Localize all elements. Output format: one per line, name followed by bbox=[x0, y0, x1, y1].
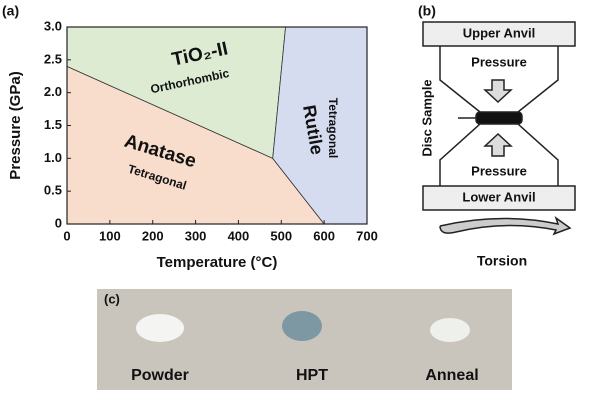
y-tick-label: 0.5 bbox=[44, 183, 62, 198]
x-tick-label: 100 bbox=[99, 228, 121, 243]
y-tick-label: 1.0 bbox=[44, 150, 62, 165]
y-tick-label: 1.5 bbox=[44, 117, 62, 132]
torsion-label: Torsion bbox=[477, 253, 527, 269]
photo-label: Anneal bbox=[425, 367, 478, 384]
powder-pile bbox=[136, 314, 184, 342]
torsion-arrow bbox=[439, 216, 572, 236]
y-tick-label: 2.5 bbox=[44, 51, 62, 66]
arrow-up bbox=[483, 132, 513, 157]
disc-sample bbox=[475, 111, 523, 125]
x-axis-title: Temperature (°C) bbox=[157, 254, 278, 271]
x-tick-label: 400 bbox=[228, 228, 250, 243]
x-tick-label: 700 bbox=[356, 228, 378, 243]
photo bbox=[97, 289, 512, 390]
x-tick-label: 0 bbox=[63, 228, 70, 243]
lower-anvil bbox=[422, 185, 576, 211]
upper-anvil bbox=[422, 21, 576, 47]
anvil-edge bbox=[439, 46, 559, 113]
sample-label: Disc Sample bbox=[419, 79, 434, 156]
y-axis-title: Pressure (GPa) bbox=[7, 71, 24, 179]
pressure-label: Pressure bbox=[471, 54, 527, 69]
region-phase: Tetragonal bbox=[326, 98, 340, 158]
upper-anvil-label: Upper Anvil bbox=[463, 25, 535, 40]
photo-label: HPT bbox=[296, 367, 328, 384]
anneal-pile bbox=[430, 318, 470, 342]
schematic bbox=[422, 21, 576, 236]
photo-label: Powder bbox=[131, 367, 189, 384]
pressure-label: Pressure bbox=[471, 163, 527, 178]
arrow-down bbox=[483, 79, 513, 104]
panel-label: (b) bbox=[418, 3, 436, 19]
x-tick-label: 300 bbox=[185, 228, 207, 243]
x-tick-label: 200 bbox=[142, 228, 164, 243]
y-tick-label: 3.0 bbox=[44, 18, 62, 33]
x-tick-label: 500 bbox=[270, 228, 292, 243]
panel-label: (c) bbox=[104, 291, 120, 306]
lower-anvil-label: Lower Anvil bbox=[462, 189, 535, 204]
x-tick-label: 600 bbox=[313, 228, 335, 243]
y-tick-label: 2.0 bbox=[44, 84, 62, 99]
panel-label: (a) bbox=[2, 3, 19, 19]
hpt-pile bbox=[282, 311, 322, 341]
phase-diagram: AnataseTetragonalTiO₂-IIOrthorhombicRuti… bbox=[7, 18, 378, 271]
y-tick-label: 0 bbox=[55, 215, 62, 230]
